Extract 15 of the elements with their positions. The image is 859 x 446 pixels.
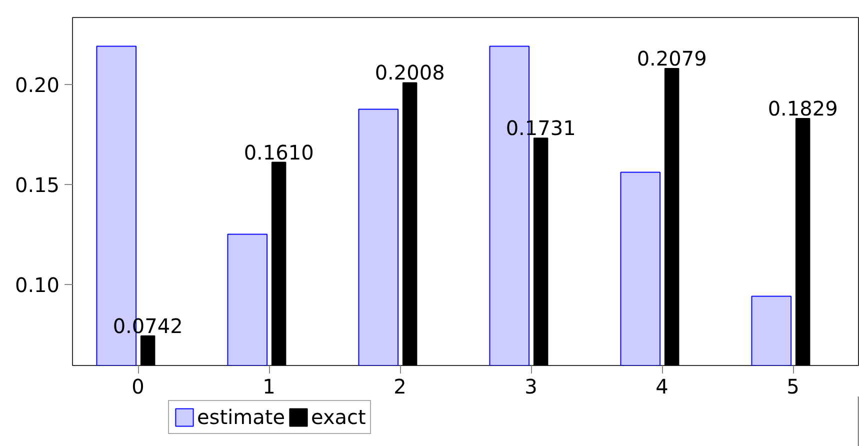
x-tick-label: 5 — [786, 374, 800, 398]
data-label: 0.1610 — [244, 140, 314, 164]
y-tick-label: 0.20 — [14, 72, 60, 97]
x-tick-label: 0 — [132, 374, 144, 398]
x-tick-label: 2 — [394, 374, 406, 398]
legend-label: estimate — [197, 405, 286, 429]
y-tick-label: 0.10 — [14, 272, 60, 297]
x-tick-label: 4 — [656, 374, 668, 398]
legend-label: exact — [311, 405, 366, 429]
x-tick-label: 1 — [262, 374, 276, 398]
x-tick-label: 3 — [524, 374, 538, 398]
data-label: 0.1829 — [768, 96, 838, 120]
data-label: 0.2079 — [636, 46, 707, 70]
y-tick-label: 0.15 — [14, 172, 60, 197]
data-label: 0.2008 — [374, 60, 445, 85]
